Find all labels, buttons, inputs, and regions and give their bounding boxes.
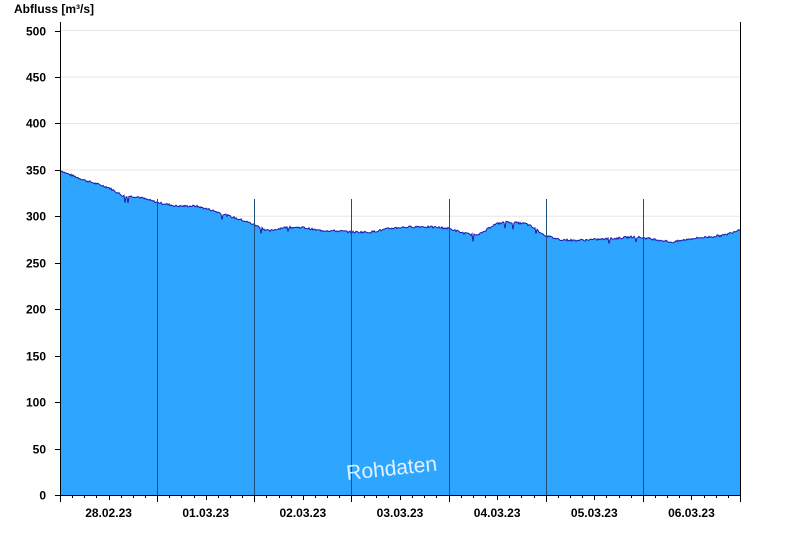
day-separators <box>157 199 644 495</box>
y-tick-label: 200 <box>26 303 46 317</box>
tick-labels: 0 50 100 150 200 250 300 350 400 450 500 28.02.23 01… <box>26 25 715 521</box>
discharge-line <box>59 169 741 244</box>
y-axis-title: Abfluss [m³/s] <box>14 2 94 16</box>
x-tick-label: 05.03.23 <box>571 506 618 520</box>
y-tick-label: 100 <box>26 396 46 410</box>
x-tick-label: 04.03.23 <box>474 506 521 520</box>
y-tick-label: 0 <box>39 489 46 503</box>
discharge-area <box>60 169 740 495</box>
data-area-layer <box>59 169 741 495</box>
y-tick-label: 150 <box>26 350 46 364</box>
y-tick-label: 50 <box>33 443 47 457</box>
y-tick-label: 250 <box>26 257 46 271</box>
y-tick-label: 350 <box>26 164 46 178</box>
y-tick-label: 450 <box>26 71 46 85</box>
x-tick-label: 06.03.23 <box>668 506 715 520</box>
ticks <box>55 31 741 502</box>
y-tick-label: 500 <box>26 25 46 39</box>
x-tick-label: 28.02.23 <box>85 506 132 520</box>
x-tick-label: 02.03.23 <box>279 506 326 520</box>
x-tick-label: 03.03.23 <box>377 506 424 520</box>
y-tick-label: 400 <box>26 117 46 131</box>
x-tick-label: 01.03.23 <box>182 506 229 520</box>
y-tick-label: 300 <box>26 210 46 224</box>
